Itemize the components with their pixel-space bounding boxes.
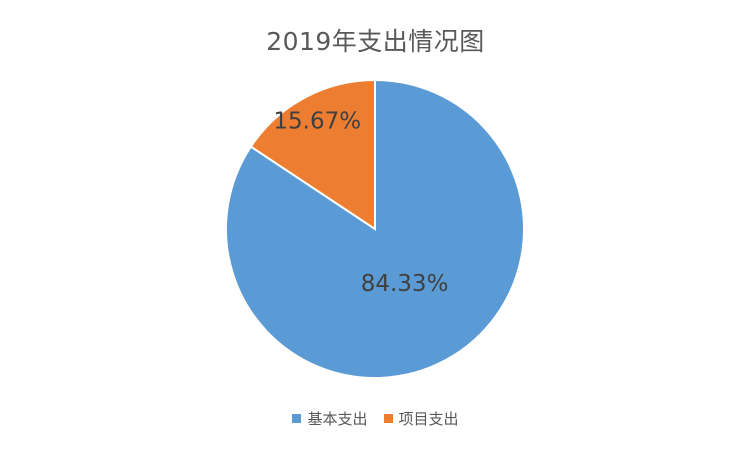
legend-item-project[interactable]: 项目支出	[383, 408, 459, 429]
legend: 基本支出 项目支出	[0, 408, 751, 429]
data-label-basic: 84.33%	[361, 271, 449, 297]
legend-label-basic: 基本支出	[307, 410, 368, 428]
legend-label-project: 项目支出	[398, 410, 459, 428]
chart-title: 2019年支出情况图	[266, 27, 485, 56]
pie-slice-project[interactable]	[249, 78, 376, 231]
legend-swatch-project	[383, 414, 393, 423]
data-label-project: 15.67%	[273, 108, 361, 134]
legend-item-basic[interactable]: 基本支出	[292, 408, 368, 429]
legend-swatch-basic	[292, 414, 302, 423]
